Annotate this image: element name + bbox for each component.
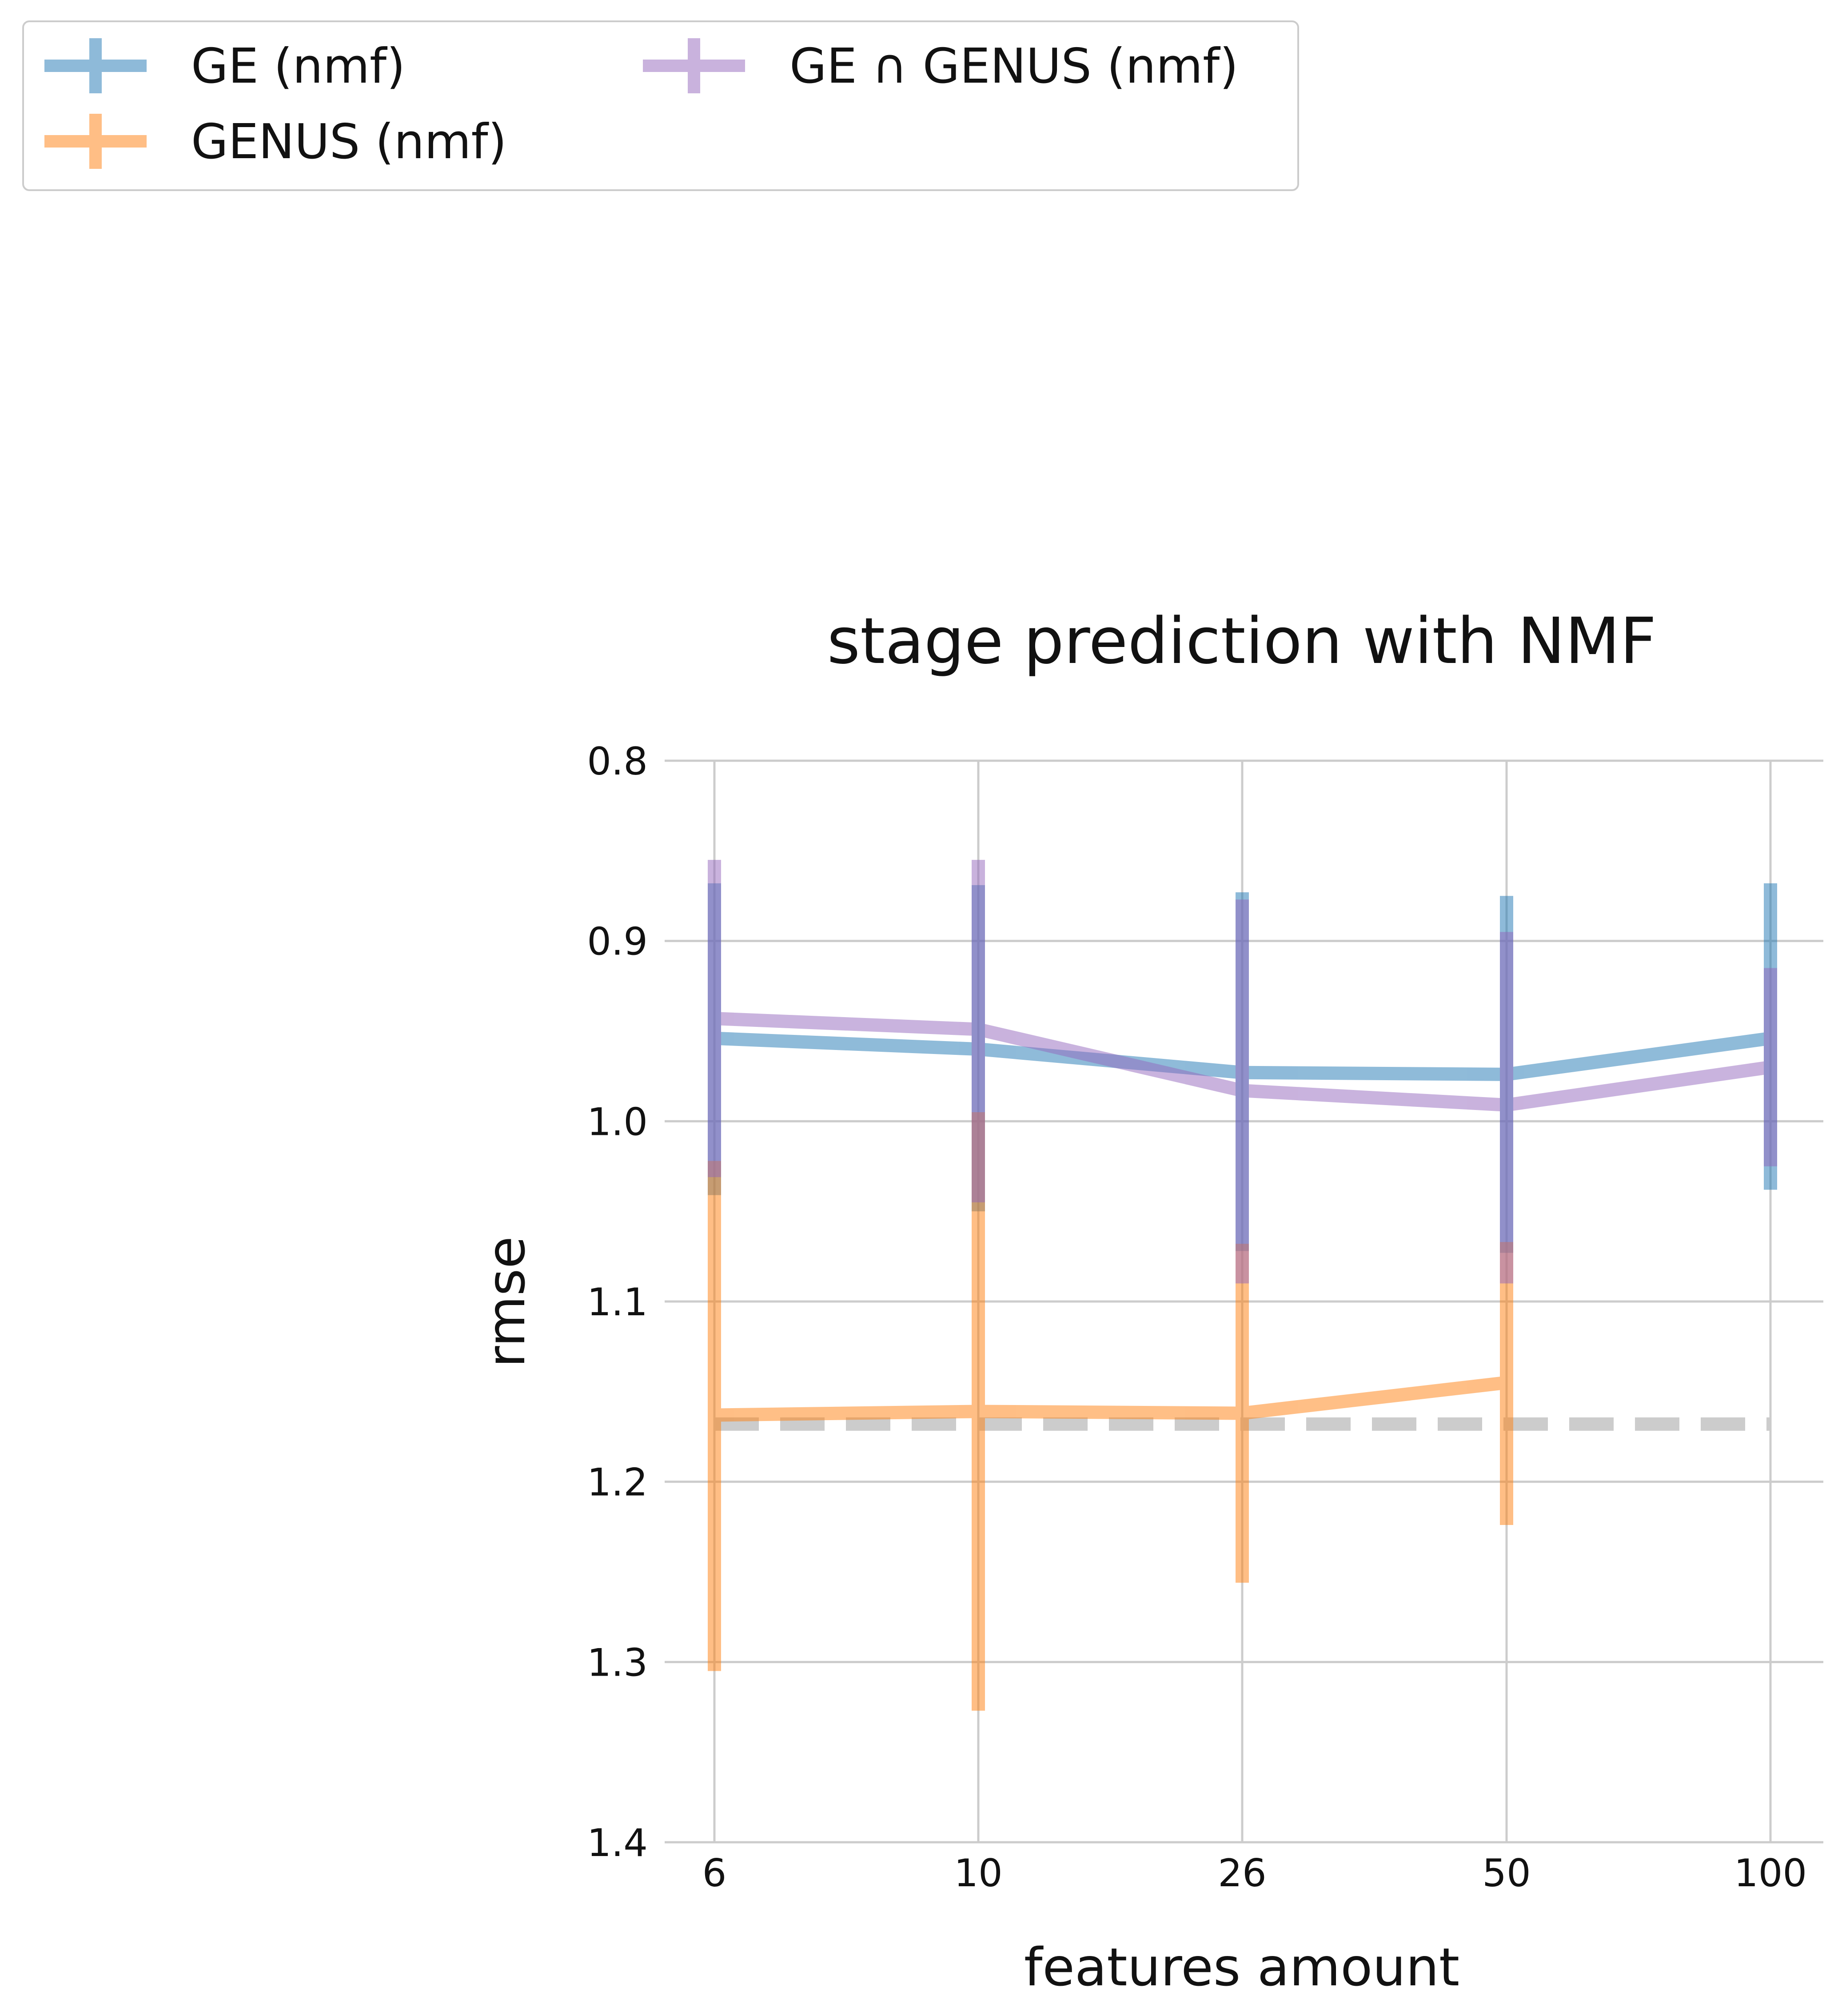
series-1	[708, 1112, 1513, 1711]
x-tick-label: 50	[1482, 1851, 1531, 1896]
y-tick-label: 0.9	[587, 920, 648, 964]
data-point	[714, 1018, 715, 1019]
legend-swatch	[643, 38, 745, 93]
legend-label: GE ∩ GENUS (nmf)	[789, 39, 1238, 94]
x-tick-label: 6	[702, 1851, 727, 1896]
data-point	[978, 1029, 979, 1030]
legend: GE (nmf) GENUS (nmf) GE ∩ GENUS (nmf)	[22, 20, 1299, 191]
series-group	[708, 860, 1777, 1711]
x-tick-label: 26	[1218, 1851, 1266, 1896]
series-line	[714, 1376, 1507, 1422]
data-point	[1770, 1066, 1771, 1068]
y-tick-label: 1.0	[587, 1100, 648, 1144]
legend-item-0: GE (nmf)	[44, 38, 405, 94]
data-point	[714, 1414, 715, 1416]
legend-swatch	[44, 38, 147, 93]
x-tick-label: 10	[954, 1851, 1002, 1896]
y-tick-label: 1.4	[587, 1821, 648, 1865]
data-point	[1242, 1090, 1243, 1091]
y-axis-label: rmse	[475, 1236, 537, 1367]
data-point	[978, 1411, 979, 1412]
legend-swatch	[44, 114, 147, 169]
y-tick-label: 0.8	[587, 739, 648, 784]
y-tick-label: 1.3	[587, 1641, 648, 1685]
data-point	[1506, 1104, 1507, 1106]
legend-item-2: GE ∩ GENUS (nmf)	[643, 38, 1238, 94]
y-tick-label: 1.1	[587, 1280, 648, 1325]
data-point	[1242, 1413, 1243, 1414]
chart-title: stage prediction with NMF	[827, 604, 1657, 678]
tick-labels: 0.8 0.9 1.0 1.1 1.2 1.3 1.4 6 10 26 50 100	[587, 739, 1807, 1896]
legend-label: GENUS (nmf)	[191, 114, 507, 170]
x-tick-label: 100	[1734, 1851, 1807, 1896]
y-tick-label: 1.2	[587, 1461, 648, 1505]
legend-item-1: GENUS (nmf)	[44, 114, 507, 170]
x-axis-label: features amount	[1024, 1936, 1459, 1998]
data-point	[1506, 1382, 1507, 1383]
legend-frame	[22, 20, 1299, 191]
series-2	[708, 860, 1777, 1284]
legend-items: GE (nmf) GENUS (nmf) GE ∩ GENUS (nmf)	[44, 38, 1238, 170]
legend-label: GE (nmf)	[191, 39, 405, 94]
